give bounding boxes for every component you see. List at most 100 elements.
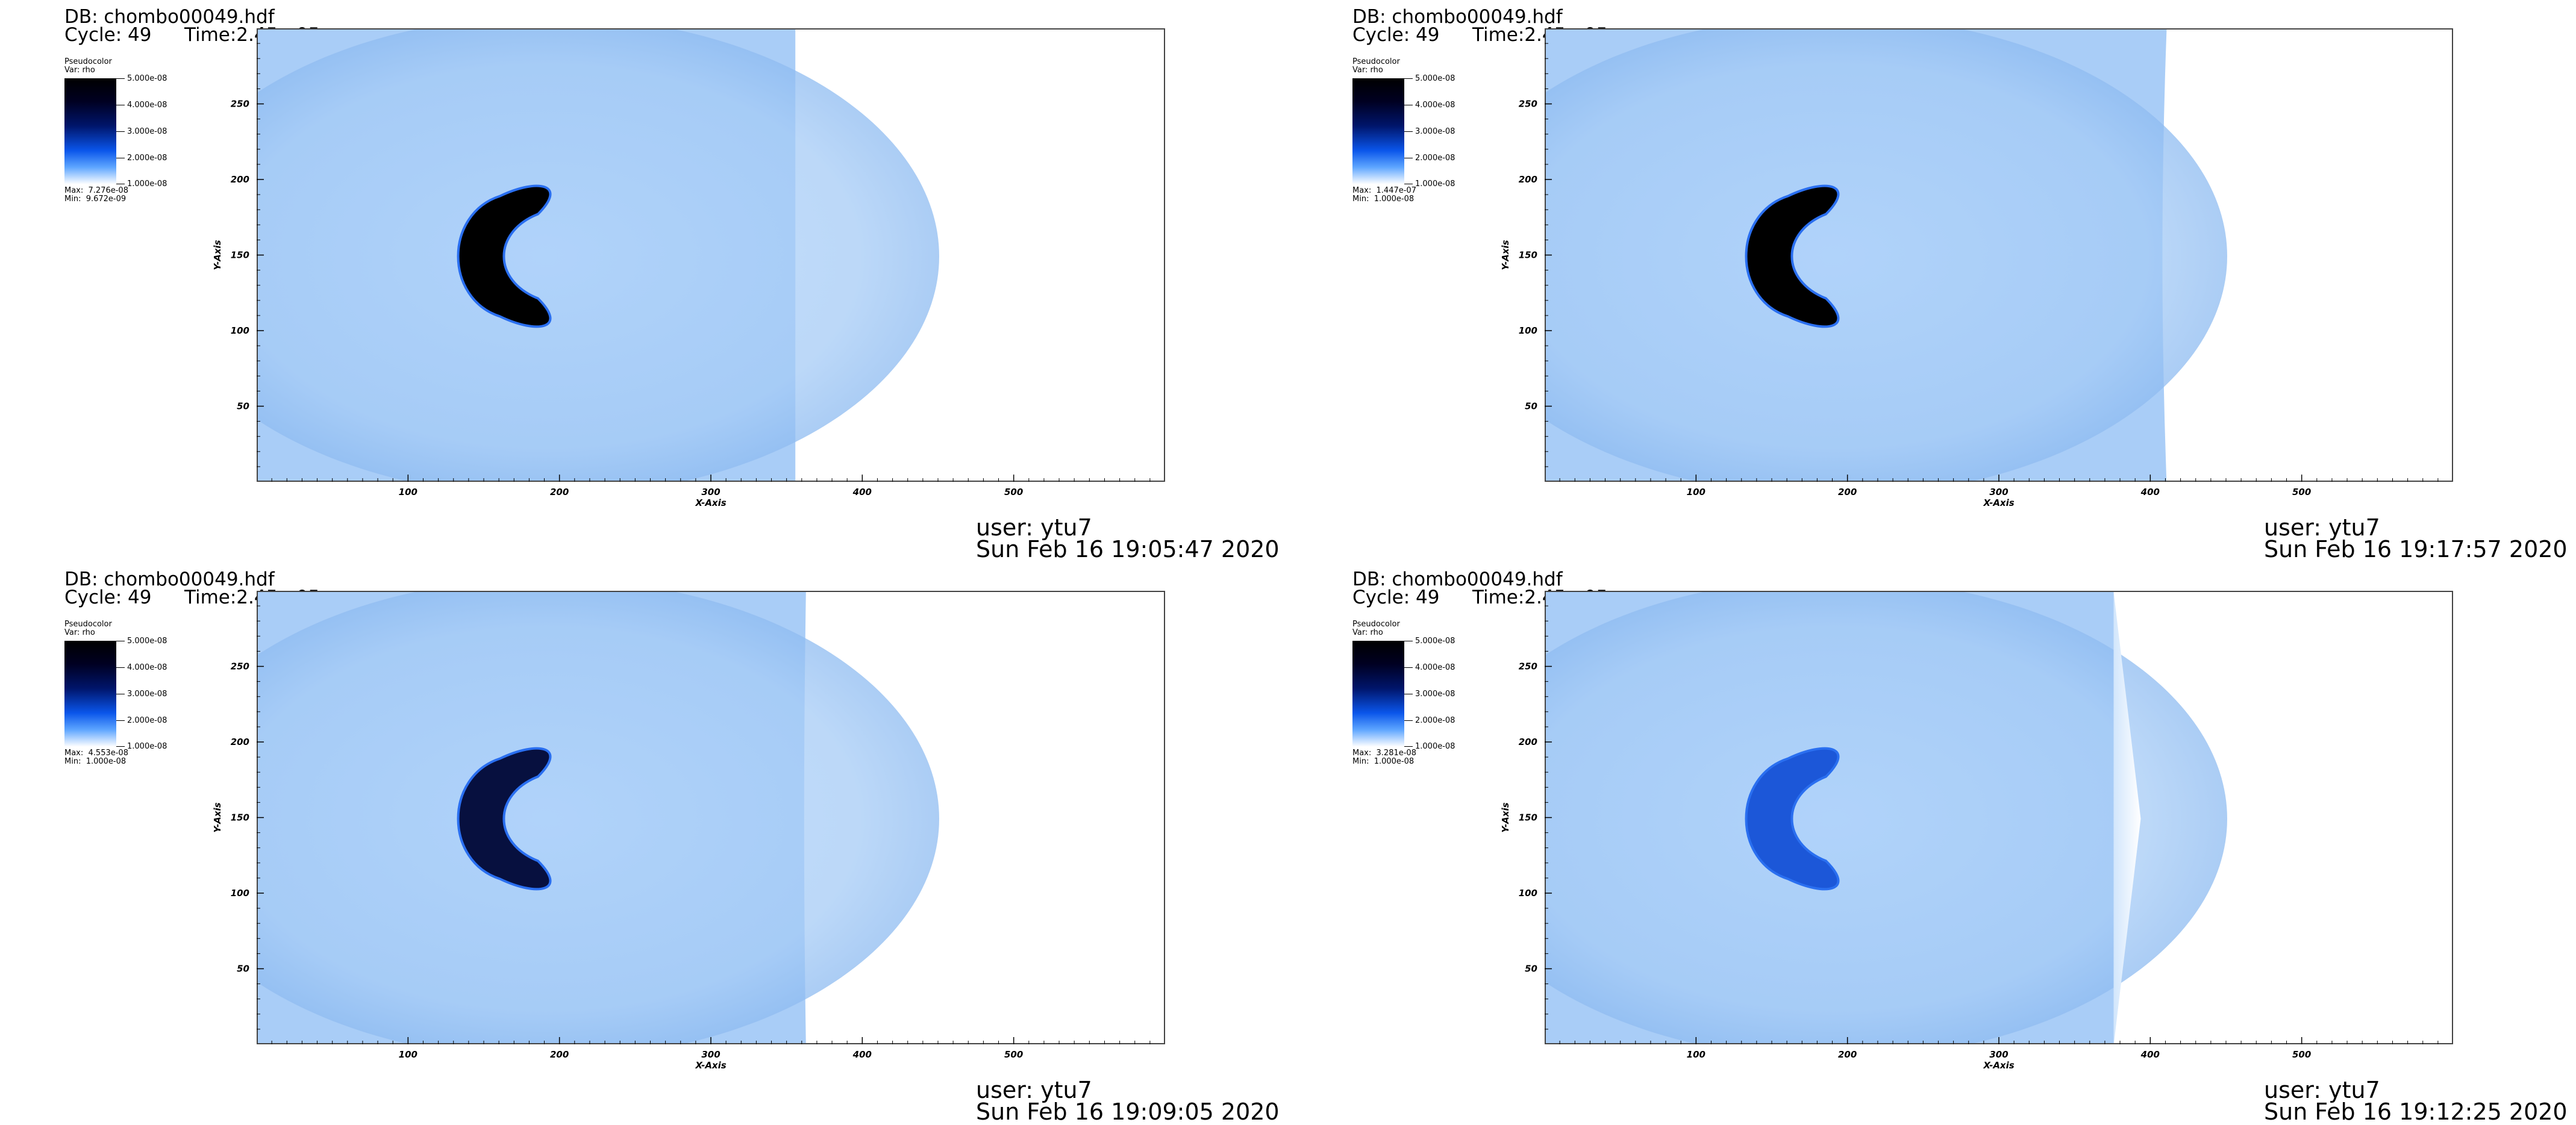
colorbar-tick-label: 4.000e-08 — [127, 663, 167, 672]
plot-area — [257, 28, 1165, 482]
x-tick-label: 300 — [701, 487, 720, 497]
min-label: Min: 1.000e-08 — [64, 757, 127, 766]
colorbar — [1352, 641, 1404, 747]
x-tick-label: 500 — [1004, 487, 1023, 497]
colorbar-legend: Pseudocolor Var: rho 5.000e-08 4.000e-08… — [64, 620, 197, 771]
shock-shell — [1546, 592, 2227, 1043]
variable-label: Var: rho — [64, 628, 95, 637]
x-tick-label: 400 — [852, 487, 872, 497]
x-tick-label: 400 — [852, 1049, 872, 1060]
colorbar-tick — [116, 667, 125, 668]
colorbar-tick-label: 3.000e-08 — [1415, 127, 1455, 136]
x-tick-label: 100 — [399, 487, 417, 497]
x-tick-label: 100 — [1687, 1049, 1705, 1060]
visit-panel: DB: chombo00049.hdf Cycle: 49 Time:2.45e… — [0, 0, 1288, 562]
dense-clump — [1745, 184, 1840, 328]
min-label: Min: 9.672e-09 — [64, 195, 127, 204]
user-label: user: ytu7 — [976, 514, 1092, 541]
y-tick-label: 50 — [1525, 964, 1537, 974]
colorbar — [64, 641, 116, 747]
colorbar-tick-label: 3.000e-08 — [127, 690, 167, 699]
colorbar-tick-label: 2.000e-08 — [1415, 716, 1455, 725]
colorbar — [64, 78, 116, 184]
variable-label: Var: rho — [1352, 628, 1383, 637]
x-axis-label: X-Axis — [1983, 497, 2014, 508]
colorbar-tick-label: 3.000e-08 — [1415, 690, 1455, 699]
date-label: Sun Feb 16 19:05:47 2020 — [976, 536, 1280, 562]
colorbar-tick-label: 5.000e-08 — [1415, 74, 1455, 83]
x-tick-label: 200 — [1838, 487, 1857, 497]
min-label: Min: 1.000e-08 — [1352, 757, 1415, 766]
max-label: Max: 4.553e-08 — [64, 749, 128, 758]
dense-clump — [1745, 747, 1840, 891]
colorbar-tick-label: 4.000e-08 — [1415, 101, 1455, 110]
bow-shock-wake — [2113, 592, 2141, 1043]
db-label: DB: chombo00049.hdf — [1352, 6, 1563, 28]
plot-type-label: Pseudocolor — [1352, 620, 1400, 629]
db-label: DB: chombo00049.hdf — [1352, 569, 1563, 590]
colorbar-tick — [1404, 720, 1413, 721]
colorbar-legend: Pseudocolor Var: rho 5.000e-08 4.000e-08… — [1352, 58, 1485, 208]
x-tick-label: 400 — [2140, 487, 2160, 497]
date-label: Sun Feb 16 19:12:25 2020 — [2264, 1099, 2568, 1125]
visit-panel: DB: chombo00049.hdf Cycle: 49 Time:2.45e… — [1288, 562, 2576, 1125]
x-tick-label: 300 — [1989, 487, 2008, 497]
colorbar-tick-label: 2.000e-08 — [1415, 154, 1455, 163]
y-tick-label: 200 — [1519, 737, 1537, 747]
dense-clump — [457, 184, 552, 328]
colorbar-tick-label: 1.000e-08 — [1415, 742, 1455, 751]
colorbar-tick — [1404, 667, 1413, 668]
user-label: user: ytu7 — [2264, 1077, 2380, 1103]
visit-panel: DB: chombo00049.hdf Cycle: 49 Time:2.45e… — [1288, 0, 2576, 562]
shock-shell — [1546, 30, 2227, 481]
max-label: Max: 3.281e-08 — [1352, 749, 1416, 758]
plot-type-label: Pseudocolor — [64, 620, 112, 629]
cycle-label: Cycle: 49 — [64, 24, 152, 46]
colorbar-tick — [116, 78, 125, 79]
colorbar-tick-label: 3.000e-08 — [127, 127, 167, 136]
y-tick-label: 150 — [1519, 250, 1537, 261]
colorbar-tick-label: 1.000e-08 — [1415, 179, 1455, 189]
x-axis-label: X-Axis — [695, 497, 726, 508]
y-tick-label: 100 — [1519, 325, 1537, 336]
y-tick-label: 150 — [231, 812, 249, 823]
y-tick-label: 200 — [231, 174, 249, 185]
colorbar-tick — [1404, 131, 1413, 132]
db-label: DB: chombo00049.hdf — [64, 569, 275, 590]
x-axis-label: X-Axis — [1983, 1060, 2014, 1071]
y-tick-label: 100 — [231, 325, 249, 336]
colorbar-tick-label: 2.000e-08 — [127, 716, 167, 725]
y-tick-label: 100 — [1519, 888, 1537, 899]
x-tick-label: 200 — [550, 1049, 569, 1060]
y-tick-label: 50 — [1525, 401, 1537, 412]
min-label: Min: 1.000e-08 — [1352, 195, 1415, 204]
dense-clump — [457, 747, 552, 891]
user-label: user: ytu7 — [2264, 514, 2380, 541]
y-axis-label: Y-Axis — [1500, 240, 1511, 270]
x-tick-label: 300 — [701, 1049, 720, 1060]
colorbar-tick-label: 1.000e-08 — [127, 742, 167, 751]
variable-label: Var: rho — [64, 66, 95, 75]
x-tick-label: 500 — [1004, 1049, 1023, 1060]
plot-area — [1545, 591, 2453, 1044]
y-tick-label: 50 — [237, 401, 249, 412]
y-tick-label: 150 — [231, 250, 249, 261]
shock-shell — [258, 592, 939, 1043]
date-label: Sun Feb 16 19:17:57 2020 — [2264, 536, 2568, 562]
x-axis-label: X-Axis — [695, 1060, 726, 1071]
colorbar-tick-label: 4.000e-08 — [1415, 663, 1455, 672]
colorbar-legend: Pseudocolor Var: rho 5.000e-08 4.000e-08… — [1352, 620, 1485, 771]
y-tick-label: 250 — [1519, 661, 1537, 672]
y-axis-label: Y-Axis — [212, 240, 223, 270]
date-label: Sun Feb 16 19:09:05 2020 — [976, 1099, 1280, 1125]
cycle-label: Cycle: 49 — [64, 587, 152, 608]
x-tick-label: 500 — [2292, 487, 2311, 497]
colorbar-tick-label: 5.000e-08 — [127, 637, 167, 646]
max-label: Max: 7.276e-08 — [64, 186, 128, 195]
variable-label: Var: rho — [1352, 66, 1383, 75]
y-tick-label: 100 — [231, 888, 249, 899]
x-tick-label: 100 — [1687, 487, 1705, 497]
x-tick-label: 200 — [550, 487, 569, 497]
cycle-label: Cycle: 49 — [1352, 24, 1440, 46]
y-axis-label: Y-Axis — [1500, 802, 1511, 832]
